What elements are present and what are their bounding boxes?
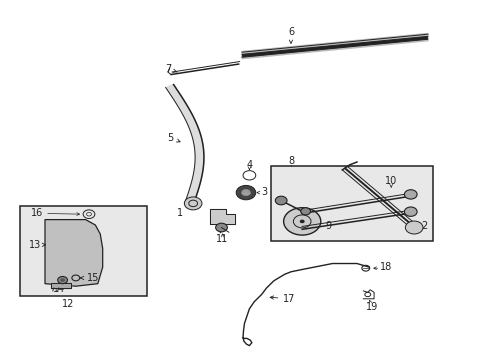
Polygon shape: [210, 209, 234, 224]
Text: 6: 6: [287, 27, 293, 43]
Text: 5: 5: [167, 132, 180, 143]
Bar: [20, 206, 146, 296]
Circle shape: [215, 223, 227, 232]
Circle shape: [236, 185, 255, 200]
Bar: [271, 166, 432, 241]
Circle shape: [283, 208, 320, 235]
Text: 3: 3: [261, 186, 267, 197]
Polygon shape: [165, 85, 203, 205]
Text: 13: 13: [29, 240, 45, 250]
Polygon shape: [51, 283, 71, 288]
Text: 4: 4: [246, 160, 252, 170]
Text: 8: 8: [287, 156, 293, 166]
Text: 10: 10: [384, 176, 397, 186]
Text: 9: 9: [305, 220, 331, 231]
Circle shape: [275, 196, 286, 205]
Text: 17: 17: [270, 294, 295, 304]
Polygon shape: [45, 220, 102, 286]
Circle shape: [404, 207, 416, 216]
Circle shape: [60, 278, 65, 282]
Circle shape: [299, 220, 304, 223]
Circle shape: [300, 208, 310, 215]
Polygon shape: [242, 33, 427, 59]
Text: 15: 15: [81, 273, 99, 283]
Text: 12: 12: [62, 299, 75, 309]
Circle shape: [405, 221, 422, 234]
Text: 7: 7: [165, 64, 177, 74]
Circle shape: [184, 197, 202, 210]
Text: 1: 1: [177, 202, 187, 218]
Circle shape: [58, 276, 67, 284]
Text: 2: 2: [413, 221, 427, 231]
Circle shape: [241, 189, 250, 196]
Text: 19: 19: [365, 302, 377, 312]
Text: 14: 14: [52, 284, 65, 294]
Text: 16: 16: [30, 208, 43, 218]
Text: 11: 11: [216, 234, 228, 244]
Circle shape: [404, 190, 416, 199]
Text: 18: 18: [379, 262, 392, 273]
